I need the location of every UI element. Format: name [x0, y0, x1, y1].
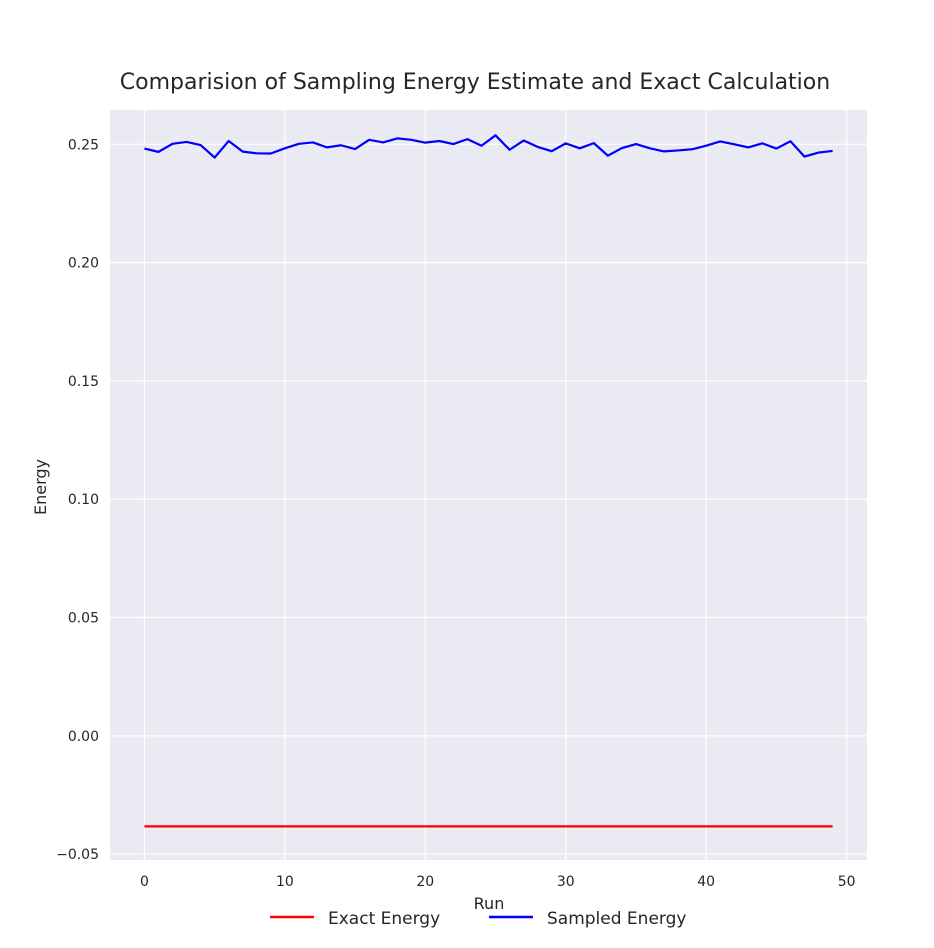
plot-background: [110, 110, 867, 860]
series-line-sampled-energy: [144, 134, 833, 159]
y-tick-label: 0.00: [68, 729, 99, 745]
x-tick-label: 40: [697, 874, 715, 890]
x-axis-label: Run: [474, 894, 505, 913]
grid: [110, 110, 867, 860]
y-tick-label: 0.15: [68, 374, 99, 390]
series-layer: [144, 134, 833, 828]
y-axis-label: Energy: [31, 459, 50, 515]
y-ticks: −0.05 0.00 0.05 0.10 0.15 0.20 0.25: [56, 137, 99, 863]
x-tick-label: 20: [416, 874, 434, 890]
y-tick-label: 0.05: [68, 610, 99, 626]
x-tick-label: 10: [276, 874, 294, 890]
y-tick-label: −0.05: [56, 847, 99, 863]
y-tick-label: 0.20: [68, 256, 99, 272]
x-tick-label: 50: [838, 874, 856, 890]
x-tick-label: 30: [557, 874, 575, 890]
legend-label-exact-energy: Exact Energy: [328, 909, 440, 929]
legend-label-sampled-energy: Sampled Energy: [547, 909, 686, 929]
y-tick-label: 0.10: [68, 492, 99, 508]
x-ticks: 0 10 20 30 40 50: [140, 874, 856, 890]
y-tick-label: 0.25: [68, 137, 99, 153]
x-tick-label: 0: [140, 874, 149, 890]
chart-title: Comparision of Sampling Energy Estimate …: [120, 70, 830, 95]
legend: Exact Energy Sampled Energy: [270, 909, 686, 929]
